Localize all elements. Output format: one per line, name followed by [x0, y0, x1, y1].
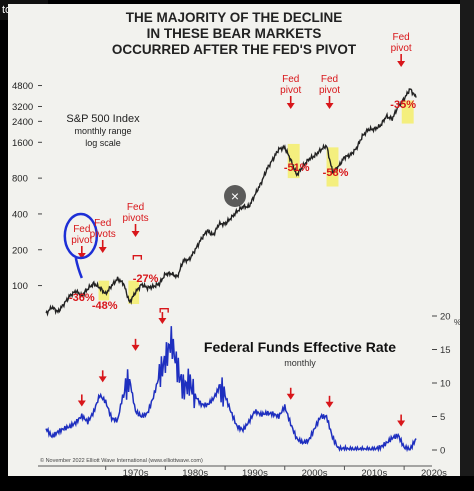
pivot-marker-head	[131, 344, 140, 351]
x-tick-label: 2020s	[421, 468, 447, 476]
y-tick-label: 15	[440, 345, 451, 356]
decline-highlight	[287, 143, 300, 179]
pivot-label: pivots	[90, 229, 116, 240]
x-tick-label: 1990s	[242, 468, 268, 476]
pivot-label: Fed	[73, 224, 90, 235]
decline-label: -51%	[284, 162, 310, 174]
y-tick-label: 5	[440, 412, 445, 423]
series-label: S&P 500 Index	[66, 113, 140, 125]
pivot-label: Fed	[282, 74, 299, 85]
sp500-line	[45, 88, 417, 317]
decline-highlight	[98, 280, 110, 301]
pivot-marker-head	[397, 420, 406, 427]
fedfunds-line	[45, 326, 417, 453]
chart-card: THE MAJORITY OF THE DECLINE IN THESE BEAR…	[8, 4, 460, 476]
close-icon[interactable]: ×	[224, 185, 246, 207]
pivot-arrow-head	[325, 103, 334, 109]
y-tick-label: 20	[440, 312, 451, 323]
x-tick-label: 1970s	[123, 468, 149, 476]
decline-label: -58%	[323, 167, 349, 179]
right-edge-panel	[460, 0, 474, 491]
y-unit-label: %	[454, 318, 460, 327]
y-tick-label: 100	[12, 281, 28, 292]
x-tick-label: 2010s	[361, 468, 387, 476]
pivot-label: pivots	[122, 213, 148, 224]
y-tick-label: 3200	[12, 102, 33, 113]
pivot-arrow-head	[98, 247, 107, 253]
fed-funds-chart: 0 5 10 15 20% Federal Funds Effective Rate mon…	[38, 307, 460, 476]
y-tick-label: 800	[12, 174, 28, 185]
x-tick-label: 2000s	[302, 468, 328, 476]
pivot-label: pivot	[280, 85, 301, 96]
decline-label: -35%	[390, 99, 416, 111]
pivot-label: pivot	[319, 85, 340, 96]
y-tick-label: 400	[12, 209, 28, 220]
pivot-label: Fed	[127, 202, 144, 213]
peak-bracket	[159, 307, 169, 313]
highlight-circle	[63, 212, 99, 260]
pivot-arrow-head	[286, 103, 295, 109]
bottom-bar	[0, 476, 474, 491]
pivot-label: Fed	[321, 74, 338, 85]
pivot-arrow-head	[397, 61, 406, 67]
highlight-circle-tail	[74, 257, 83, 279]
chart-title-line: IN THESE BEAR MARKETS	[147, 26, 322, 41]
pivot-marker-head	[286, 393, 295, 400]
pivot-label: pivot	[391, 43, 412, 54]
decline-label: -48%	[92, 300, 118, 312]
y-tick-label: 10	[440, 379, 451, 390]
series-label: log scale	[85, 138, 121, 148]
y-tick-label: 4800	[12, 81, 33, 92]
pivot-marker-head	[325, 401, 334, 408]
x-tick-label: 1980s	[182, 468, 208, 476]
chart-title-line: THE MAJORITY OF THE DECLINE	[126, 10, 343, 25]
decline-highlight	[401, 100, 414, 124]
pivot-label: pivot	[71, 235, 92, 246]
chart-title-line: OCCURRED AFTER THE FED'S PIVOT	[112, 42, 357, 57]
decline-label: -27%	[133, 273, 159, 285]
y-tick-label: 0	[440, 446, 445, 457]
pivot-arrow-head	[131, 231, 140, 237]
y-tick-label: 2400	[12, 117, 33, 128]
y-tick-label: 1600	[12, 138, 33, 149]
y-tick-label: 200	[12, 245, 28, 256]
pivot-marker-head	[77, 400, 86, 407]
pivot-marker-head	[98, 376, 107, 383]
series-label: monthly range	[74, 126, 131, 136]
peak-bracket	[132, 254, 143, 260]
pivot-label: Fed	[393, 32, 410, 43]
fedfunds-subtitle: monthly	[284, 358, 316, 368]
copyright-footer: © November 2022 Elliott Wave Internation…	[40, 457, 203, 464]
decline-label: -36%	[69, 292, 95, 304]
pivot-label: Fed	[94, 218, 111, 229]
fedfunds-title: Federal Funds Effective Rate	[204, 339, 396, 355]
pivot-marker-head	[158, 318, 167, 325]
pivot-arrow-head	[77, 253, 86, 259]
